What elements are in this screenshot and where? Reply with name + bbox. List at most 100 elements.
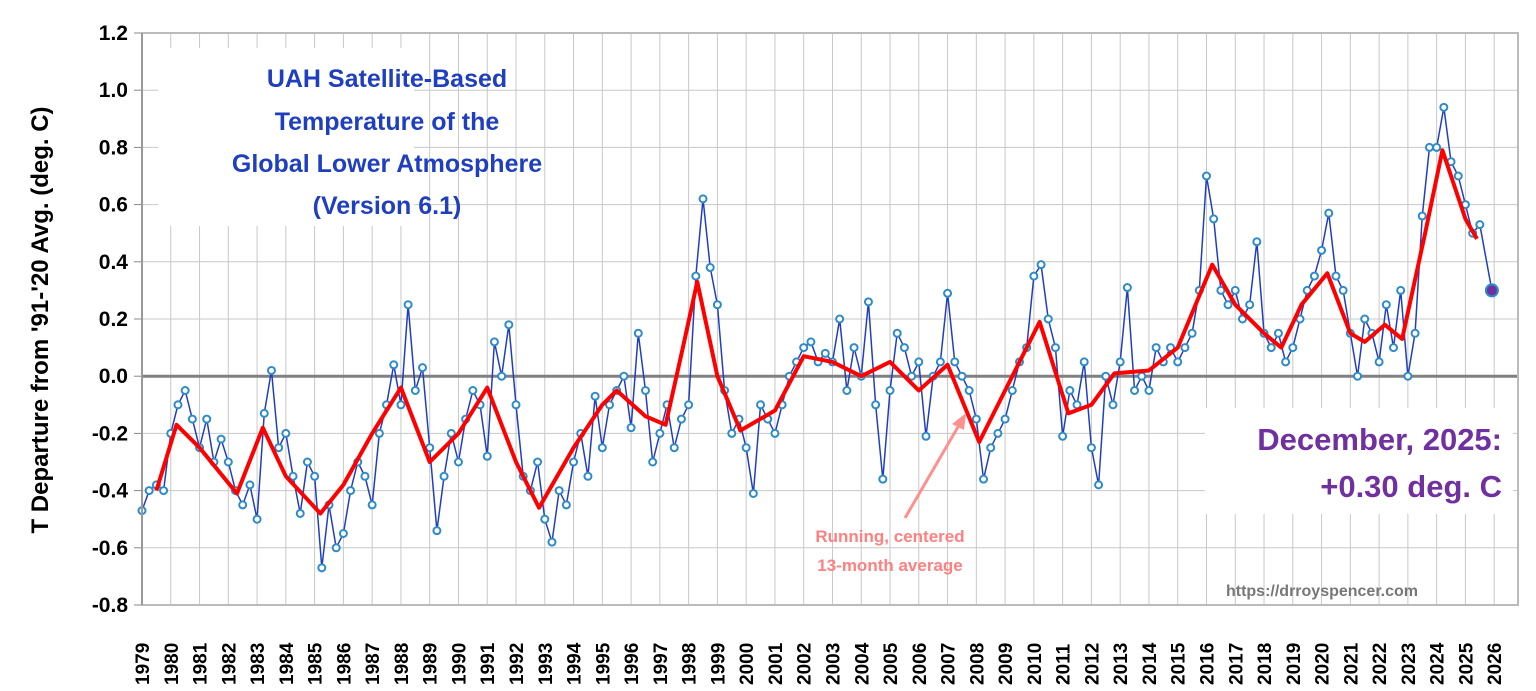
x-tick-label: 2007 — [939, 643, 960, 685]
monthly-data-point — [986, 443, 996, 453]
monthly-data-point — [590, 391, 600, 401]
monthly-data-point — [712, 300, 722, 310]
monthly-data-point — [676, 414, 686, 424]
x-tick-label: 1982 — [219, 643, 240, 685]
monthly-data-point — [1388, 343, 1398, 353]
monthly-data-point — [223, 457, 233, 467]
monthly-data-point — [1144, 386, 1154, 395]
title-box — [158, 48, 414, 226]
monthly-data-point — [1086, 443, 1096, 453]
monthly-data-point — [640, 386, 650, 395]
title-line-4: (Version 6.1) — [313, 192, 462, 220]
chart-title: UAH Satellite-Based Temperature of the G… — [232, 65, 542, 220]
monthly-data-point — [971, 414, 981, 424]
monthly-data-point — [1007, 386, 1017, 395]
monthly-data-point — [403, 300, 413, 310]
x-tick-label: 1989 — [421, 643, 442, 685]
monthly-data-point — [993, 428, 1003, 438]
monthly-data-point — [1396, 285, 1406, 295]
x-tick-label: 2009 — [996, 643, 1017, 685]
credit-link[interactable]: https://drroyspencer.com — [1226, 583, 1418, 600]
monthly-data-point — [274, 443, 284, 453]
annotation-arrow — [903, 419, 964, 519]
x-tick-label: 1988 — [392, 643, 413, 685]
monthly-data-point — [842, 386, 852, 395]
monthly-data-point — [964, 386, 974, 395]
title-line-2: Temperature of the — [275, 108, 500, 136]
monthly-data-point — [863, 297, 873, 307]
monthly-data-point — [252, 514, 262, 524]
monthly-data-point — [727, 428, 737, 438]
x-tick-label: 2014 — [1140, 642, 1161, 685]
monthly-data-point — [619, 371, 629, 381]
smoothed-series-line — [154, 148, 1479, 516]
x-tick-label: 2015 — [1169, 642, 1190, 685]
monthly-data-point — [885, 386, 895, 395]
monthly-data-point — [511, 400, 521, 410]
monthly-data-point — [1050, 343, 1060, 353]
monthly-data-point — [907, 371, 917, 381]
monthly-data-point — [410, 386, 420, 395]
x-tick-label: 1979 — [133, 643, 154, 685]
monthly-data-point — [1187, 328, 1197, 338]
x-tick-label: 1986 — [334, 643, 355, 685]
monthly-data-point — [1122, 283, 1132, 293]
monthly-data-point — [202, 414, 212, 424]
latest-box — [1205, 408, 1513, 514]
monthly-data-point — [216, 434, 226, 444]
y-tick-label: -0.6 — [92, 537, 128, 560]
monthly-data-point — [1151, 343, 1161, 353]
x-tick-label: 1980 — [162, 643, 183, 685]
x-tick-label: 2024 — [1428, 642, 1449, 685]
monthly-data-point — [418, 363, 428, 373]
monthly-data-point — [935, 357, 945, 367]
x-tick-label: 1984 — [277, 642, 298, 685]
smoothing-annotation: Running, centered 13-month average — [815, 413, 966, 575]
monthly-data-point — [310, 471, 320, 481]
x-tick-label: 1987 — [363, 643, 384, 685]
monthly-data-point — [806, 337, 816, 347]
monthly-data-point — [1410, 328, 1420, 338]
monthly-data-point — [756, 400, 766, 410]
monthly-data-point — [626, 423, 636, 433]
monthly-data-point — [1201, 171, 1211, 181]
monthly-data-point — [569, 457, 579, 467]
x-tick-label: 2016 — [1197, 643, 1218, 685]
monthly-data-point — [1101, 371, 1111, 381]
monthly-series-line — [141, 107, 1493, 568]
title-line-1: UAH Satellite-Based — [267, 65, 507, 93]
monthly-data-point — [698, 194, 708, 204]
monthly-data-point — [835, 314, 845, 324]
title-line-3: Global Lower Atmosphere — [232, 150, 542, 178]
x-tick-label: 2000 — [737, 643, 758, 685]
x-tick-label: 2006 — [910, 643, 931, 685]
monthly-data-point — [446, 428, 456, 438]
monthly-data-point — [1000, 414, 1010, 424]
x-tick-label: 2004 — [852, 642, 873, 685]
monthly-data-point — [159, 486, 169, 496]
monthly-data-point — [849, 343, 859, 353]
monthly-data-point — [1360, 314, 1370, 324]
monthly-data-point — [1317, 245, 1327, 255]
monthly-data-point — [1252, 237, 1262, 247]
monthly-data-point — [741, 443, 751, 453]
monthly-data-point — [1173, 357, 1183, 367]
monthly-data-point — [1309, 271, 1319, 281]
x-tick-label: 2003 — [823, 643, 844, 685]
monthly-data-point — [1475, 220, 1485, 230]
monthly-data-point — [468, 386, 478, 395]
x-tick-label: 2005 — [881, 642, 902, 685]
monthly-data-point — [338, 529, 348, 538]
x-tick-label: 2017 — [1226, 643, 1247, 685]
monthly-data-point — [389, 360, 399, 370]
x-tick-label: 1990 — [449, 643, 470, 685]
monthly-data-point — [1029, 271, 1039, 281]
monthly-data-point — [1273, 328, 1283, 338]
monthly-data-point — [367, 500, 377, 510]
monthly-data-point — [1094, 480, 1104, 490]
y-tick-label: 0.8 — [99, 136, 129, 159]
monthly-data-point — [453, 457, 463, 467]
monthly-data-point — [820, 348, 830, 358]
monthly-data-point — [892, 328, 902, 338]
x-tick-label: 1993 — [536, 643, 557, 685]
